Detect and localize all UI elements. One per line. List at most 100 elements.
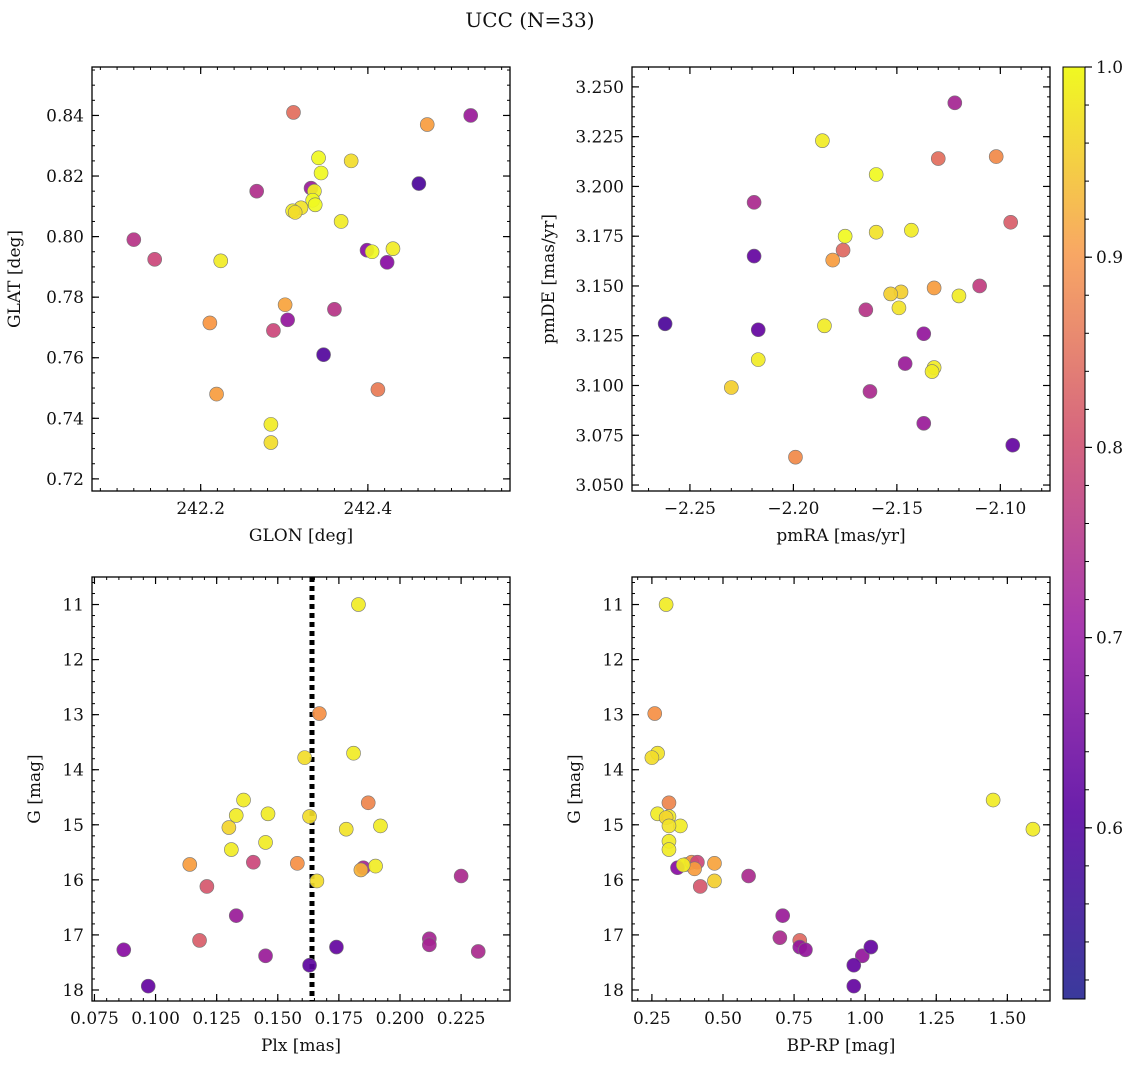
x-tick-label: 0.100 (131, 1009, 180, 1029)
y-tick-label: 12 (62, 651, 84, 671)
y-tick-label: 12 (602, 651, 624, 671)
x-tick-label: 0.75 (775, 1009, 813, 1029)
data-point (411, 176, 427, 191)
data-point (327, 301, 342, 317)
data-point (147, 252, 162, 267)
y-tick-label: 3.125 (575, 327, 624, 347)
data-point (817, 318, 832, 334)
data-point (258, 948, 273, 964)
axes: 0.075 0.100 0.125 0.150 0.175 0.200 0.225 11 12 1… (62, 577, 511, 1029)
y-tick-label: 0.74 (46, 409, 84, 429)
data-point (287, 205, 303, 220)
data-point (750, 322, 766, 338)
data-point (364, 244, 380, 260)
axes-frame (91, 66, 511, 492)
data-point (835, 242, 851, 258)
data-point (951, 288, 967, 304)
x-tick-label: 242.4 (344, 499, 393, 519)
data-point (661, 795, 677, 811)
x-tick-label: −2.15 (871, 499, 923, 519)
data-point (385, 241, 401, 257)
data-point (297, 750, 312, 765)
y-axis-label: G [mag] (565, 754, 585, 823)
x-tick-label: 1.50 (988, 1009, 1026, 1029)
data-point (692, 879, 708, 894)
data-point (302, 809, 317, 824)
data-point (825, 252, 841, 268)
data-point (863, 939, 879, 955)
data-point (470, 944, 486, 959)
axes-frame (91, 576, 511, 1002)
data-point (419, 117, 435, 132)
y-tick-label: 14 (602, 761, 624, 781)
figure-title: UCC (N=33) (465, 8, 594, 32)
data-point (379, 255, 395, 270)
data-point (661, 818, 677, 834)
y-tick-label: 14 (62, 761, 84, 781)
data-point (868, 167, 884, 182)
y-tick-label: 16 (602, 871, 624, 891)
data-point (249, 183, 264, 199)
data-point (360, 795, 376, 811)
data-point (309, 873, 325, 889)
data-point (647, 706, 663, 721)
x-tick-label: −2.20 (767, 499, 819, 519)
x-axis-label: pmRA [mas/yr] (776, 526, 905, 546)
data-point (213, 253, 229, 269)
x-tick-label: 0.175 (315, 1009, 364, 1029)
colorbar-tick-label: 1.0 (1096, 58, 1123, 78)
data-point (883, 286, 898, 302)
data-point (228, 908, 244, 923)
data-point (772, 930, 788, 945)
data-point (924, 364, 940, 379)
data-point (661, 842, 677, 857)
colorbar-tick-label: 0.8 (1096, 438, 1123, 458)
x-tick-label: 1.00 (846, 1009, 884, 1029)
y-tick-label: 0.82 (46, 167, 84, 187)
data-point (930, 151, 946, 166)
y-tick-label: 0.80 (46, 228, 84, 248)
y-axis-label: GLAT [deg] (5, 230, 25, 328)
axes: −2.25 −2.20 −2.15 −2.10 3.050 3.075 3.100 3.125… (575, 66, 1050, 519)
data-point (891, 300, 907, 316)
y-axis-label: G [mag] (25, 754, 45, 823)
data-point (858, 302, 874, 318)
y-axis-label: pmDE [mas/yr] (539, 214, 559, 344)
y-tick-label: 16 (62, 871, 84, 891)
y-tick-label: 3.100 (575, 376, 624, 396)
data-point (368, 858, 383, 874)
y-tick-label: 0.72 (46, 470, 84, 490)
data-point (846, 957, 862, 973)
y-tick-label: 3.225 (575, 128, 624, 148)
y-tick-label: 13 (62, 706, 84, 726)
y-tick-label: 15 (602, 816, 624, 836)
data-point (246, 854, 261, 870)
data-points (126, 105, 479, 450)
data-point (658, 597, 674, 612)
data-point (224, 842, 239, 857)
axes-frame (631, 576, 1051, 1002)
y-tick-label: 3.150 (575, 277, 624, 297)
colorbar: 0.6 0.7 0.8 0.9 1.0 (1062, 58, 1123, 1000)
data-point (862, 384, 878, 399)
data-point (897, 356, 913, 371)
data-point (657, 316, 673, 332)
data-point (1025, 821, 1041, 837)
data-point (846, 978, 862, 994)
data-point (266, 323, 281, 338)
scatter-panel-glon-glat: 242.2 242.4 0.72 0.74 0.76 0.78 0.80 0.82 0.84 GL… (5, 66, 511, 546)
x-axis-label: Plx [mas] (261, 1036, 341, 1056)
y-tick-label: 15 (62, 816, 84, 836)
data-point (277, 297, 293, 313)
data-point (343, 153, 359, 169)
y-tick-label: 0.78 (46, 288, 84, 308)
data-point (209, 386, 224, 402)
x-tick-label: −2.25 (664, 499, 716, 519)
data-point (307, 197, 323, 213)
data-point (904, 222, 919, 238)
data-point (644, 750, 660, 765)
data-point (746, 248, 762, 264)
x-tick-label: −2.10 (974, 499, 1026, 519)
y-tick-label: 3.250 (575, 78, 624, 98)
data-point (947, 95, 963, 111)
